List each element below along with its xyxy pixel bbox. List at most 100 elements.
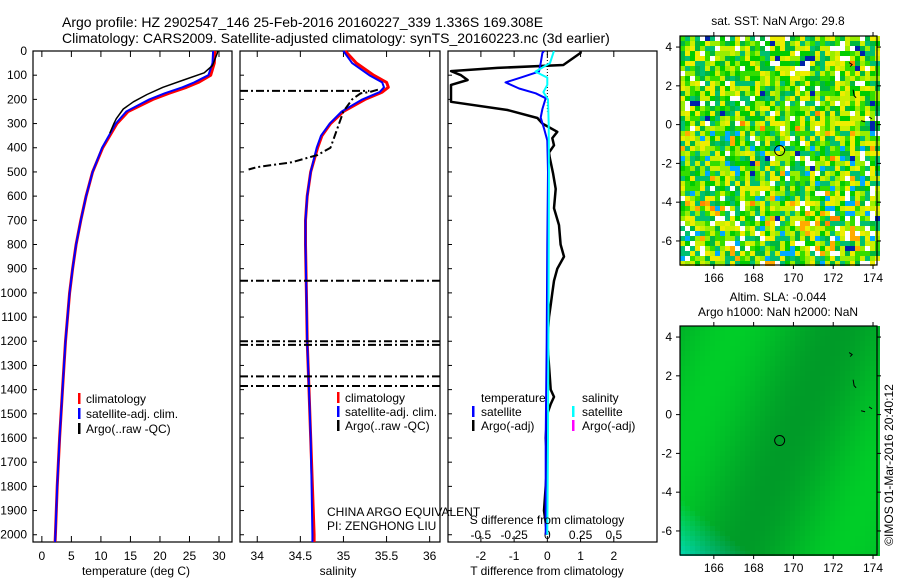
map-cell <box>715 116 720 121</box>
map-cell <box>700 161 705 166</box>
map-cell <box>710 551 715 556</box>
map-cell <box>810 56 815 61</box>
map-cell <box>810 176 815 181</box>
map-cell <box>850 356 855 361</box>
map-cell <box>775 421 780 426</box>
map-cell <box>690 261 695 266</box>
map-cell <box>755 206 760 211</box>
map-cell <box>685 531 690 536</box>
map-cell <box>760 376 765 381</box>
map-cell <box>780 41 785 46</box>
y-tick-label: 900 <box>7 262 27 276</box>
map-cell <box>710 391 715 396</box>
map-cell <box>700 436 705 441</box>
map-cell <box>690 86 695 91</box>
map-cell <box>785 456 790 461</box>
map-cell <box>745 466 750 471</box>
map-cell <box>780 411 785 416</box>
map-cell <box>820 501 825 506</box>
map-cell <box>715 376 720 381</box>
map-cell <box>715 246 720 251</box>
map-cell <box>800 61 805 66</box>
map-cell <box>715 396 720 401</box>
map-cell <box>750 396 755 401</box>
map-cell <box>690 166 695 171</box>
map-cell <box>850 516 855 521</box>
map-cell <box>830 206 835 211</box>
map-cell <box>795 186 800 191</box>
map-cell <box>730 401 735 406</box>
map-cell <box>855 426 860 431</box>
map-cell <box>865 336 870 341</box>
map-cell <box>745 81 750 86</box>
map-cell <box>815 331 820 336</box>
map-cell <box>720 221 725 226</box>
map-cell <box>805 231 810 236</box>
map-cell <box>690 486 695 491</box>
map-cell <box>825 221 830 226</box>
map-cell <box>870 206 875 211</box>
map-cell <box>810 231 815 236</box>
map-cell <box>810 476 815 481</box>
map-cell <box>735 201 740 206</box>
map-cell <box>750 196 755 201</box>
y-tick-label: 300 <box>7 117 27 131</box>
map-cell <box>780 56 785 61</box>
legend-label-satellite: satellite-adj. clim. <box>86 407 178 421</box>
y-tick-label: 1800 <box>0 479 27 493</box>
map-cell <box>770 246 775 251</box>
map-cell <box>695 341 700 346</box>
map-cell <box>790 236 795 241</box>
map-cell <box>685 151 690 156</box>
map-cell <box>750 526 755 531</box>
map-cell <box>855 421 860 426</box>
map-cell <box>745 181 750 186</box>
map-cell <box>830 376 835 381</box>
map-cell <box>795 416 800 421</box>
map-cell <box>835 211 840 216</box>
map-cell <box>770 356 775 361</box>
map-cell <box>745 336 750 341</box>
map-cell <box>805 431 810 436</box>
map-cell <box>855 481 860 486</box>
map-cell <box>750 501 755 506</box>
map-cell <box>755 221 760 226</box>
map-cell <box>795 521 800 526</box>
map-cell <box>860 41 865 46</box>
map-cell <box>785 201 790 206</box>
map-cell <box>795 151 800 156</box>
map-cell <box>860 386 865 391</box>
map-cell <box>765 51 770 56</box>
x-tick-label: 35 <box>337 549 351 563</box>
map-cell <box>720 231 725 236</box>
map-cell <box>715 436 720 441</box>
map-cell <box>755 391 760 396</box>
map-cell <box>835 486 840 491</box>
map-cell <box>855 461 860 466</box>
map-cell <box>835 191 840 196</box>
map-cell <box>765 41 770 46</box>
map-cell <box>815 176 820 181</box>
map-cell <box>860 346 865 351</box>
map-cell <box>860 196 865 201</box>
map-cell <box>845 221 850 226</box>
map-cell <box>815 491 820 496</box>
map-cell <box>800 231 805 236</box>
map-cell <box>805 221 810 226</box>
map-cell <box>840 401 845 406</box>
map-cell <box>795 421 800 426</box>
map-cell <box>770 101 775 106</box>
map-cell <box>870 406 875 411</box>
map-cell <box>795 361 800 366</box>
map-cell <box>740 246 745 251</box>
map-cell <box>770 531 775 536</box>
map-cell <box>850 396 855 401</box>
map-cell <box>840 176 845 181</box>
map-cell <box>720 341 725 346</box>
map-cell <box>850 196 855 201</box>
map-cell <box>840 506 845 511</box>
map-cell <box>785 451 790 456</box>
map-cell <box>765 356 770 361</box>
map-cell <box>795 431 800 436</box>
map-cell <box>805 381 810 386</box>
